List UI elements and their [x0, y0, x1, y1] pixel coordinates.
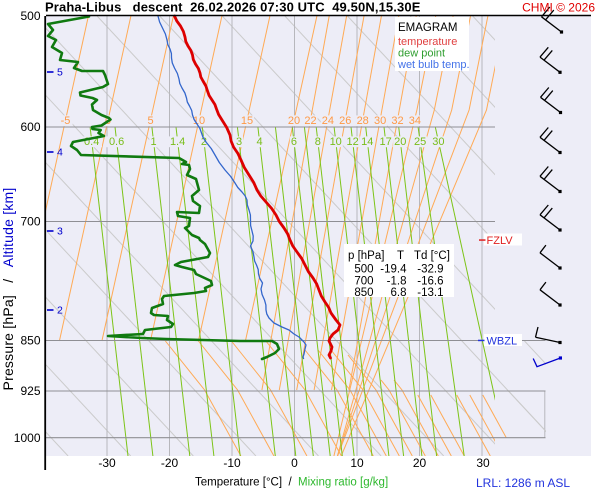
- svg-text:12: 12: [346, 136, 358, 148]
- svg-text:2: 2: [201, 136, 207, 148]
- svg-text:-1.8: -1.8: [387, 275, 407, 287]
- svg-text:24: 24: [322, 115, 334, 127]
- svg-text:Pressure [hPa] / Altitude: Pressure [hPa] / Altitude [km]: [0, 188, 16, 391]
- svg-text:26: 26: [339, 115, 351, 127]
- svg-text:14: 14: [361, 136, 373, 148]
- svg-text:4: 4: [57, 147, 63, 159]
- svg-text:10: 10: [193, 115, 205, 127]
- svg-text:32: 32: [391, 115, 403, 127]
- svg-text:-30: -30: [98, 456, 116, 470]
- svg-text:4: 4: [256, 136, 262, 148]
- svg-text:700: 700: [354, 275, 373, 287]
- svg-text:2: 2: [57, 305, 63, 317]
- svg-text:temperature: temperature: [398, 36, 457, 48]
- svg-text:22: 22: [304, 115, 316, 127]
- svg-text:20: 20: [288, 115, 300, 127]
- svg-text:30: 30: [374, 115, 386, 127]
- svg-text:5: 5: [57, 67, 63, 79]
- svg-text:Td [°C]: Td [°C]: [414, 250, 450, 262]
- svg-text:0: 0: [291, 456, 298, 470]
- svg-text:17: 17: [379, 136, 391, 148]
- svg-text:10: 10: [350, 456, 364, 470]
- svg-text:20: 20: [394, 136, 406, 148]
- svg-text:5: 5: [147, 115, 153, 127]
- svg-text:p [hPa]: p [hPa]: [348, 250, 384, 262]
- svg-text:25: 25: [414, 136, 426, 148]
- svg-text:FZLV: FZLV: [487, 235, 514, 247]
- svg-text:LRL: 1286 m ASL: LRL: 1286 m ASL: [476, 476, 570, 490]
- svg-text:-13.1: -13.1: [417, 287, 443, 299]
- svg-text:8: 8: [315, 136, 321, 148]
- svg-text:20: 20: [413, 456, 427, 470]
- svg-text:-16.6: -16.6: [417, 275, 443, 287]
- svg-text:0.6: 0.6: [109, 136, 124, 148]
- svg-text:WBZL: WBZL: [487, 336, 518, 348]
- svg-text:500: 500: [20, 9, 40, 23]
- svg-text:925: 925: [20, 384, 40, 398]
- svg-text:-32.9: -32.9: [417, 264, 443, 276]
- svg-text:-10: -10: [223, 456, 241, 470]
- svg-text:600: 600: [20, 120, 40, 134]
- svg-text:10: 10: [330, 136, 342, 148]
- svg-text:30: 30: [432, 136, 444, 148]
- svg-text:-19.4: -19.4: [380, 264, 407, 276]
- svg-text:-5: -5: [61, 115, 71, 127]
- svg-text:Temperature [°C] / Mixing ra: Temperature [°C] / Mixing ratio [g/kg]: [195, 477, 388, 489]
- svg-text:1: 1: [150, 136, 156, 148]
- svg-text:Praha-Libus descent 26.02.2: Praha-Libus descent 26.02.2026 07:30 UTC…: [45, 0, 421, 15]
- svg-text:-20: -20: [161, 456, 179, 470]
- svg-text:28: 28: [357, 115, 369, 127]
- svg-text:500: 500: [354, 264, 373, 276]
- svg-text:3: 3: [57, 226, 63, 238]
- svg-text:dew point: dew point: [398, 48, 445, 60]
- svg-text:6.8: 6.8: [391, 287, 407, 299]
- svg-text:CHMI © 2026: CHMI © 2026: [522, 1, 595, 15]
- svg-text:6: 6: [291, 136, 297, 148]
- svg-text:T: T: [397, 250, 404, 262]
- svg-text:wet bulb temp.: wet bulb temp.: [397, 59, 470, 71]
- svg-text:EMAGRAM: EMAGRAM: [398, 22, 457, 34]
- svg-text:15: 15: [241, 115, 253, 127]
- svg-text:3: 3: [236, 136, 242, 148]
- svg-text:34: 34: [409, 115, 421, 127]
- svg-text:1000: 1000: [14, 431, 41, 445]
- svg-text:850: 850: [354, 287, 373, 299]
- svg-text:700: 700: [20, 215, 40, 229]
- svg-text:30: 30: [476, 456, 490, 470]
- svg-text:1.4: 1.4: [170, 136, 185, 148]
- svg-text:850: 850: [20, 334, 40, 348]
